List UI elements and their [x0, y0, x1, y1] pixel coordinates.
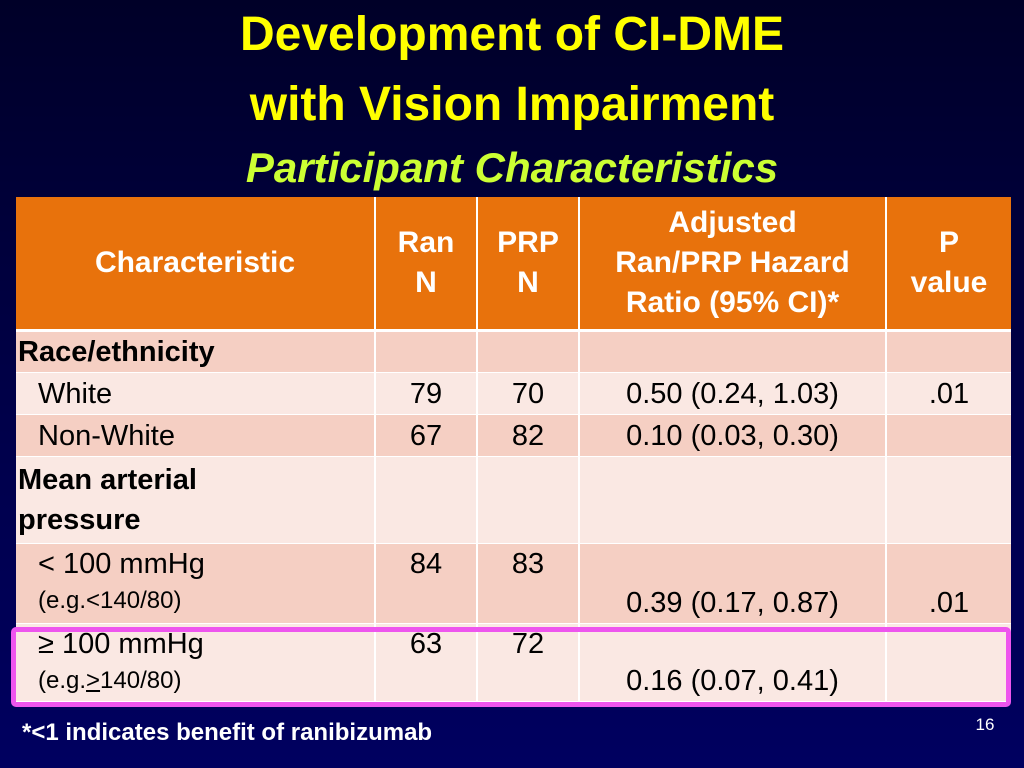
header-prp-n: PRP N — [477, 197, 580, 332]
map-high-example: (e.g.>140/80) — [38, 667, 182, 694]
header-ran-line-2: N — [415, 266, 437, 299]
header-characteristic: Characteristic — [16, 197, 376, 332]
map-low-hazard-ratio: 0.39 (0.17, 0.87) — [579, 543, 887, 624]
nonwhite-label: Non-White — [16, 414, 376, 457]
race-ethnicity-label: Race/ethnicity — [16, 330, 376, 373]
white-hazard-ratio: 0.50 (0.24, 1.03) — [579, 372, 887, 415]
map-low-ran-n: 84 — [375, 543, 478, 624]
map-high-p-value — [886, 623, 1011, 702]
white-ran-n: 79 — [375, 372, 478, 415]
table-header-row: Characteristic Ran N PRP N Adjusted Ran/… — [16, 197, 1011, 332]
footnote: *<1 indicates benefit of ranibizumab — [22, 719, 433, 746]
nonwhite-prp-n: 82 — [477, 414, 580, 457]
header-hazard-ratio: Adjusted Ran/PRP Hazard Ratio (95% CI)* — [579, 197, 887, 332]
header-hr-line-1: Adjusted — [668, 206, 797, 239]
white-label: White — [16, 372, 376, 415]
map-high-hazard-ratio: 0.16 (0.07, 0.41) — [579, 623, 887, 702]
characteristics-table: Characteristic Ran N PRP N Adjusted Ran/… — [16, 197, 1011, 702]
map-label-line-1: Mean arterial — [18, 464, 197, 496]
slide-title-line-1: Development of CI-DME — [239, 8, 785, 61]
header-prp-line-2: N — [517, 266, 539, 299]
mean-arterial-pressure-label: Mean arterial pressure — [16, 456, 376, 544]
nonwhite-ran-n: 67 — [375, 414, 478, 457]
header-ran-n: Ran N — [375, 197, 478, 332]
map-high-label: ≥ 100 mmHg — [38, 628, 204, 660]
white-prp-n: 70 — [477, 372, 580, 415]
nonwhite-p-value — [886, 414, 1011, 457]
map-high-ran-n: 63 — [375, 623, 478, 702]
table-row-white: White 79 70 0.50 (0.24, 1.03) .01 — [16, 372, 1011, 415]
slide-number: 16 — [975, 715, 995, 734]
table-row-map-low: < 100 mmHg (e.g.<140/80) 84 83 0.39 (0.1… — [16, 543, 1011, 624]
map-label-line-2: pressure — [18, 504, 141, 536]
header-prp-line-1: PRP — [497, 226, 559, 259]
map-high-label-cell: ≥ 100 mmHg (e.g.>140/80) — [16, 623, 376, 702]
nonwhite-hazard-ratio: 0.10 (0.03, 0.30) — [579, 414, 887, 457]
map-high-prp-n: 72 — [477, 623, 580, 702]
map-low-p-value: .01 — [886, 543, 1011, 624]
header-hr-line-3: Ratio (95% CI)* — [625, 286, 840, 319]
table-row-nonwhite: Non-White 67 82 0.10 (0.03, 0.30) — [16, 414, 1011, 457]
header-p-line-1: P — [938, 226, 959, 259]
table-row-race-section: Race/ethnicity — [16, 330, 1011, 373]
white-p-value: .01 — [886, 372, 1011, 415]
header-p-line-2: value — [910, 266, 988, 299]
table-row-map-high: ≥ 100 mmHg (e.g.>140/80) 63 72 0.16 (0.0… — [16, 623, 1011, 702]
map-low-label-cell: < 100 mmHg (e.g.<140/80) — [16, 543, 376, 624]
header-hr-line-2: Ran/PRP Hazard — [615, 246, 850, 279]
header-p-value: P value — [886, 197, 1011, 332]
slide-title-line-2: with Vision Impairment — [249, 78, 775, 131]
greater-equal-symbol: > — [86, 667, 101, 694]
map-low-label: < 100 mmHg — [38, 548, 205, 580]
header-ran-line-1: Ran — [397, 226, 455, 259]
slide-subtitle: Participant Characteristics — [245, 144, 779, 191]
table-row-map-section: Mean arterial pressure — [16, 456, 1011, 544]
map-low-prp-n: 83 — [477, 543, 580, 624]
map-low-example: (e.g.<140/80) — [38, 587, 182, 614]
